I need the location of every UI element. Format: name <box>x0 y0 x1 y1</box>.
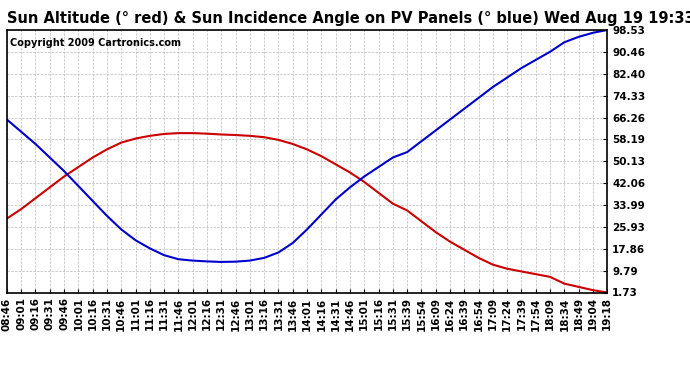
Text: Sun Altitude (° red) & Sun Incidence Angle on PV Panels (° blue) Wed Aug 19 19:3: Sun Altitude (° red) & Sun Incidence Ang… <box>7 11 690 26</box>
Text: Copyright 2009 Cartronics.com: Copyright 2009 Cartronics.com <box>10 38 181 48</box>
